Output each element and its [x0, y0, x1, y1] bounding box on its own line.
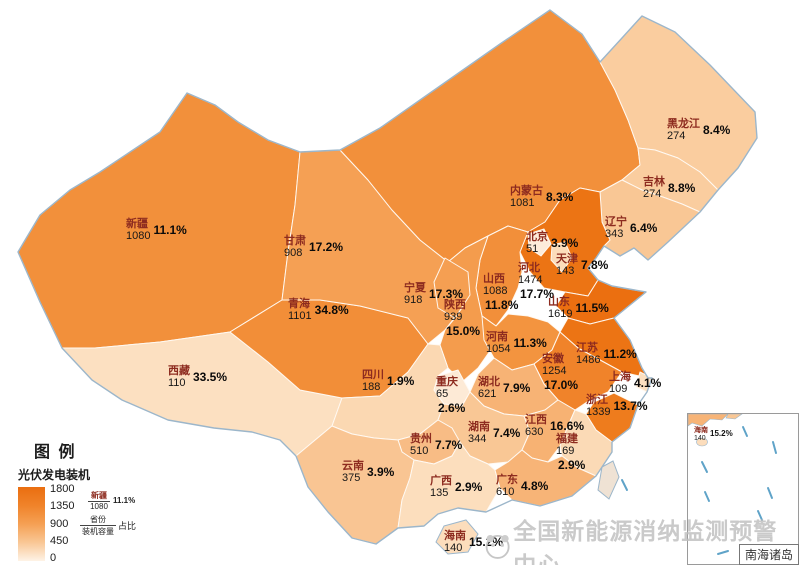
legend-tick-labels: 1800 1350 900 450 0	[50, 484, 74, 564]
legend-key: 省份 装机容量 占比	[80, 514, 136, 537]
inset-map	[687, 413, 777, 555]
sea-islet-mark	[621, 479, 628, 491]
inset-islands	[701, 426, 777, 555]
hainan-island-outline	[435, 519, 479, 555]
legend-gradient-bar	[18, 487, 45, 561]
legend-title: 图 例	[34, 444, 77, 461]
legend-key-denominator: 装机容量	[82, 527, 114, 536]
taiwan-shape	[597, 460, 620, 500]
legend-key-numerator: 省份	[80, 514, 116, 526]
legend-tick: 1350	[50, 500, 75, 513]
province-shape-BJ	[527, 228, 552, 257]
legend-tick: 450	[50, 534, 69, 547]
legend-key-right: 占比	[118, 521, 137, 531]
south-china-sea-inset: 海南 140 15.2% 南海诸岛	[687, 413, 799, 565]
watermark-logo-icon	[485, 534, 510, 559]
province-shape-XJ	[17, 92, 301, 349]
legend-example-province: 新疆	[88, 490, 110, 502]
province-shape-YN	[295, 425, 415, 545]
watermark: 全国新能源消纳监测预警中心	[482, 512, 800, 565]
legend: 图 例 光伏发电装机 1800 1350 900 450 0 新疆 1080 1…	[18, 438, 188, 564]
legend-tick: 0	[50, 552, 57, 564]
province-shape-TJ	[550, 241, 573, 273]
province-shape-GX	[397, 441, 501, 529]
legend-subtitle: 光伏发电装机	[18, 468, 91, 482]
national-border-outline	[17, 9, 758, 545]
inset-hainan-label: 海南 140 15.2%	[694, 427, 733, 442]
legend-example-value: 1080	[90, 502, 108, 511]
inset-guangdong-coast	[687, 413, 729, 427]
legend-tick: 1800	[50, 483, 75, 495]
legend-example-pct: 11.1%	[113, 496, 136, 505]
legend-example: 新疆 1080 11.1%	[88, 490, 135, 511]
inset-coast-fragment	[725, 413, 743, 420]
legend-tick: 900	[50, 517, 69, 530]
watermark-text: 全国新能源消纳监测预警中心	[513, 518, 778, 565]
inset-hainan-island	[696, 437, 708, 447]
province-shape-NX	[433, 257, 471, 319]
